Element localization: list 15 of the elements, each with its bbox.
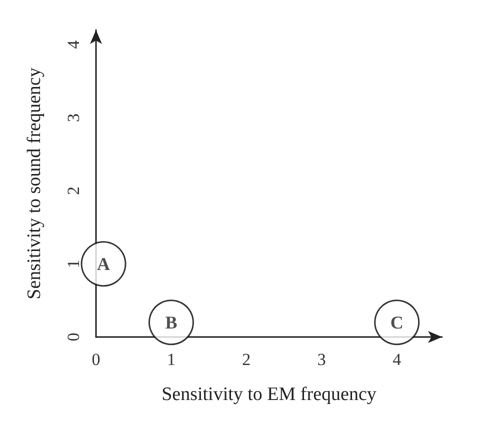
y-axis-title: Sensitivity to sound frequency xyxy=(24,67,45,300)
series-label: C xyxy=(390,312,404,332)
y-tick-label: 4 xyxy=(64,40,83,49)
x-axis-title: Sensitivity to EM frequency xyxy=(162,384,377,405)
y-tick-label: 2 xyxy=(64,186,83,196)
y-tick-label: 1 xyxy=(64,260,83,268)
x-tick-label: 4 xyxy=(392,350,402,369)
series-label: B xyxy=(165,312,178,332)
series-label: A xyxy=(97,254,110,274)
x-tick-label: 3 xyxy=(317,350,326,369)
y-tick-label: 3 xyxy=(64,113,83,122)
y-tick-label: 0 xyxy=(64,332,83,342)
x-tick-label: 2 xyxy=(242,350,251,369)
x-tick-label: 0 xyxy=(92,350,100,369)
x-tick-label: 1 xyxy=(166,350,176,369)
